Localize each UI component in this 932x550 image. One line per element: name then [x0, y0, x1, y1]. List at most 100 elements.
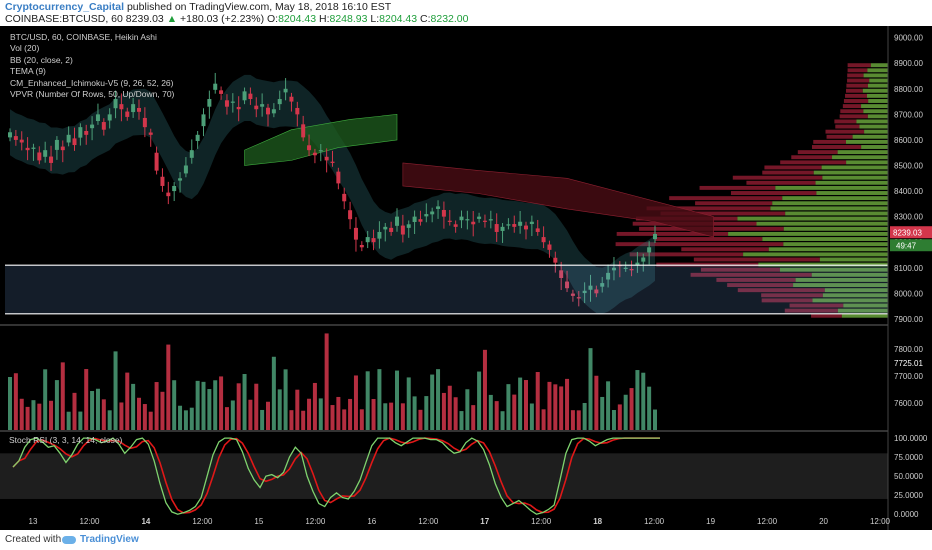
- chart-canvas[interactable]: 9000.00 8900.00 8800.00 8700.00 8600.00 8500.…: [0, 26, 932, 530]
- candle-body: [289, 96, 294, 102]
- volume-bar: [377, 369, 382, 430]
- volume-bar: [95, 388, 100, 430]
- candle-body: [500, 226, 505, 231]
- volume-bar: [260, 409, 265, 430]
- candle-body: [307, 145, 312, 151]
- candle-body: [54, 139, 59, 150]
- time-tick-label: 12:00: [418, 517, 439, 526]
- candle-body: [529, 221, 534, 225]
- volume-profile-down: [789, 303, 844, 308]
- stoch-label[interactable]: Stoch RSI (3, 3, 14, 14, close): [9, 435, 123, 445]
- volume-bar: [142, 404, 147, 430]
- candle-body: [406, 224, 411, 228]
- candle-body: [219, 90, 224, 94]
- volume-bar: [441, 392, 446, 430]
- time-tick-label: 12:00: [192, 517, 213, 526]
- volume-bar: [8, 377, 12, 430]
- candle-body: [13, 136, 18, 140]
- candle-body: [213, 83, 218, 90]
- volume-bar: [541, 409, 546, 430]
- volume-profile-up: [841, 313, 888, 318]
- volume-profile-down: [835, 124, 860, 129]
- volume-profile-up: [785, 211, 888, 216]
- volume-bar: [383, 403, 388, 430]
- countdown-badge: [890, 239, 932, 252]
- volume-profile-up: [852, 134, 888, 139]
- volume-profile-up: [868, 99, 888, 103]
- volume-bar: [219, 376, 224, 430]
- candle-body: [242, 91, 247, 101]
- time-tick-label: 12:00: [644, 517, 665, 526]
- volume-profile-up: [770, 206, 888, 211]
- price-change: +180.03 (+2.23%): [180, 13, 265, 25]
- candle-body: [570, 293, 575, 296]
- candle-body: [342, 193, 347, 202]
- time-tick-label: 18: [593, 517, 602, 526]
- indicator-row[interactable]: BB (20, close, 2): [10, 54, 73, 65]
- indicator-row[interactable]: VPVR (Number Of Rows, 50, Up/Down, 70): [10, 89, 175, 100]
- candle-body: [418, 219, 423, 222]
- candle-body: [611, 267, 616, 271]
- volume-bar: [506, 384, 511, 430]
- candle-body: [359, 245, 364, 248]
- volume-profile-up: [845, 139, 888, 144]
- price-tick-label: 8600.00: [894, 136, 923, 145]
- volume-profile-up: [793, 283, 888, 288]
- volume-bar: [189, 407, 194, 430]
- time-tick-label: 14: [141, 517, 150, 526]
- candle-body: [336, 171, 341, 184]
- indicator-row[interactable]: CM_Enhanced_Ichimoku-V5 (9, 26, 52, 26): [10, 77, 174, 88]
- volume-profile-up: [867, 114, 888, 119]
- created-with-text: Created with: [5, 534, 62, 545]
- tradingview-cloud-icon: [62, 536, 76, 544]
- volume-profile-down: [834, 119, 857, 124]
- indicator-row[interactable]: BTC/USD, 60, COINBASE, Heikin Ashi: [10, 32, 157, 42]
- volume-bar: [283, 369, 288, 430]
- candle-body: [535, 228, 540, 232]
- change-arrow-icon: ▲: [166, 13, 178, 25]
- author-link[interactable]: Cryptocurrency_Capital: [5, 1, 125, 13]
- volume-profile-up: [815, 180, 888, 185]
- volume-bar: [395, 370, 399, 430]
- tradingview-brand[interactable]: TradingView: [80, 534, 139, 545]
- candle-body: [465, 219, 470, 221]
- volume-bar: [629, 388, 634, 430]
- volume-bar: [254, 383, 259, 430]
- volume-bar: [195, 380, 200, 430]
- volume-bar: [324, 333, 329, 430]
- price-tick-label: 8800.00: [894, 85, 923, 94]
- candle-body: [166, 192, 171, 197]
- volume-profile-up: [772, 201, 888, 206]
- stoch-tick-label: 0.0000: [894, 510, 919, 519]
- price-tick-label: 8500.00: [894, 161, 923, 170]
- volume-bar: [535, 372, 540, 430]
- candle-body: [623, 267, 628, 269]
- grid: [0, 324, 888, 432]
- trend-lines: [5, 264, 888, 315]
- volume-profile-down: [737, 288, 825, 293]
- volume-profile-up: [864, 129, 888, 134]
- volume-bar: [271, 356, 276, 430]
- volume-profile-up: [821, 165, 888, 170]
- candle-body: [137, 107, 141, 112]
- volume-bar: [529, 403, 534, 430]
- volume-profile-down: [615, 242, 784, 247]
- volume-bar: [389, 402, 394, 430]
- volume-profile-down: [842, 104, 862, 109]
- indicator-row[interactable]: Vol (20): [10, 43, 40, 54]
- volume-bar: [13, 373, 18, 430]
- candle-body: [441, 209, 446, 217]
- volume-profile-down: [700, 267, 780, 272]
- price-tick-label: 9000.00: [894, 34, 923, 43]
- volume-profile-up: [867, 83, 888, 88]
- candle-body: [312, 152, 317, 156]
- volume-profile-down: [825, 129, 865, 134]
- candle-body: [512, 224, 517, 227]
- candle-body: [383, 226, 388, 230]
- symbol-label: COINBASE:BTCUSD, 60: [5, 13, 123, 25]
- indicator-row[interactable]: TEMA (9): [10, 66, 46, 77]
- volume-profile-down: [761, 293, 823, 298]
- candle-body: [84, 130, 89, 135]
- candle-body: [506, 224, 511, 226]
- volume-profile-up: [812, 298, 888, 303]
